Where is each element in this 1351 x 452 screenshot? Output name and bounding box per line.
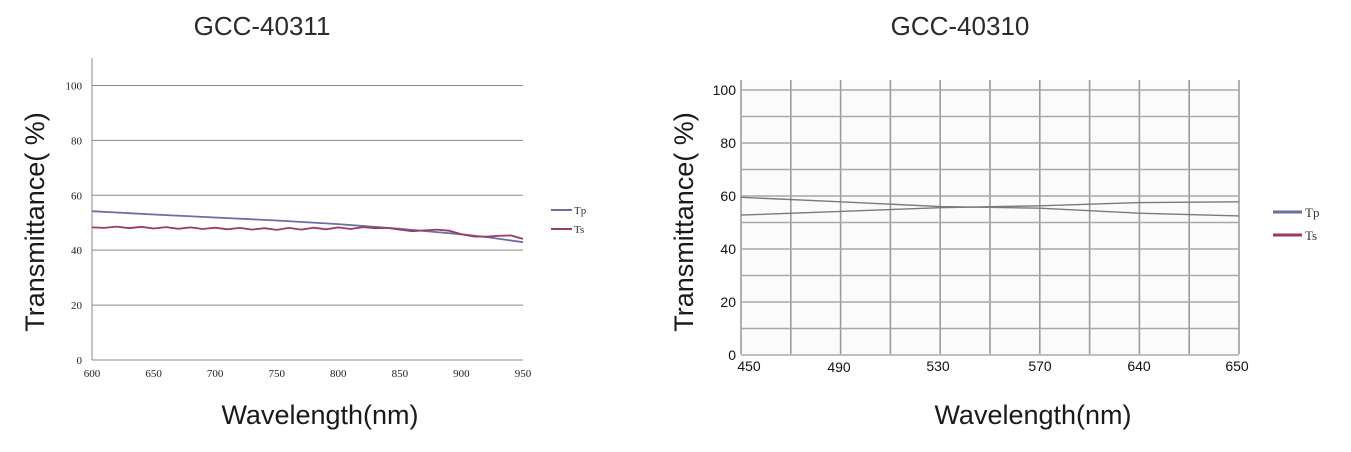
legend-label-tp: Tp: [1305, 205, 1319, 220]
chart-title: GCC-40310: [891, 11, 1030, 41]
legend-label-ts: Ts: [574, 224, 584, 236]
y-tick-label: 100: [713, 82, 737, 98]
y-tick-label: 40: [71, 245, 83, 257]
y-tick-label: 20: [720, 294, 736, 310]
x-axis-title: Wavelength(nm): [221, 400, 418, 430]
series-line-ts: [740, 201, 1240, 216]
x-tick-label: 450: [737, 358, 761, 374]
x-tick-labels: 450 490 530 570 640 650: [737, 358, 1249, 375]
x-tick-label: 900: [453, 368, 470, 380]
y-axis-title: Transmittance( %): [20, 112, 50, 332]
grid-lines: [740, 80, 1240, 356]
legend-label-ts: Ts: [1305, 228, 1317, 243]
y-tick-label: 80: [720, 135, 736, 151]
x-axis-title: Wavelength(nm): [934, 400, 1131, 430]
x-tick-label: 700: [207, 368, 224, 380]
legend: Tp Ts: [1273, 205, 1319, 243]
x-tick-label: 650: [1225, 358, 1249, 374]
y-tick-labels: 0 20 40 60 80 100: [713, 82, 737, 363]
series-line-tp: [91, 210, 524, 244]
y-tick-label: 60: [720, 188, 736, 204]
x-tick-label: 490: [827, 359, 851, 375]
legend: Tp Ts: [551, 205, 587, 236]
x-tick-label: 570: [1028, 358, 1052, 374]
y-tick-label: 0: [728, 347, 736, 363]
y-tick-label: 60: [71, 190, 83, 202]
y-tick-label: 100: [66, 80, 83, 92]
chart-gcc-40310: GCC-40310 0 20 40 60 80 100 450 490 530 570 640 65…: [669, 11, 1319, 430]
x-tick-labels: 600 650 700 750 800 850 900 950: [84, 368, 532, 380]
x-tick-label: 950: [515, 368, 532, 380]
y-tick-labels: 0 20 40 60 80 100: [66, 80, 83, 367]
y-tick-label: 80: [71, 135, 83, 147]
chart-gcc-40311: GCC-40311 0 20 40 60 80 100 600 650 700 750 800 85…: [20, 11, 587, 430]
series-line-ts: [91, 225, 524, 240]
grid-lines: [92, 84, 523, 306]
x-tick-label: 640: [1127, 358, 1151, 374]
y-axis-title: Transmittance( %): [669, 112, 699, 332]
x-tick-label: 650: [145, 368, 162, 380]
series-lines: [740, 196, 1240, 217]
y-tick-label: 0: [77, 355, 83, 367]
legend-label-tp: Tp: [574, 205, 587, 217]
x-tick-label: 800: [330, 368, 347, 380]
y-tick-label: 20: [71, 300, 83, 312]
x-tick-label: 750: [268, 368, 285, 380]
x-tick-label: 850: [392, 368, 409, 380]
x-tick-label: 600: [84, 368, 101, 380]
chart-title: GCC-40311: [194, 11, 331, 41]
y-tick-label: 40: [720, 241, 736, 257]
series-lines: [91, 210, 524, 244]
x-tick-label: 530: [926, 358, 950, 374]
